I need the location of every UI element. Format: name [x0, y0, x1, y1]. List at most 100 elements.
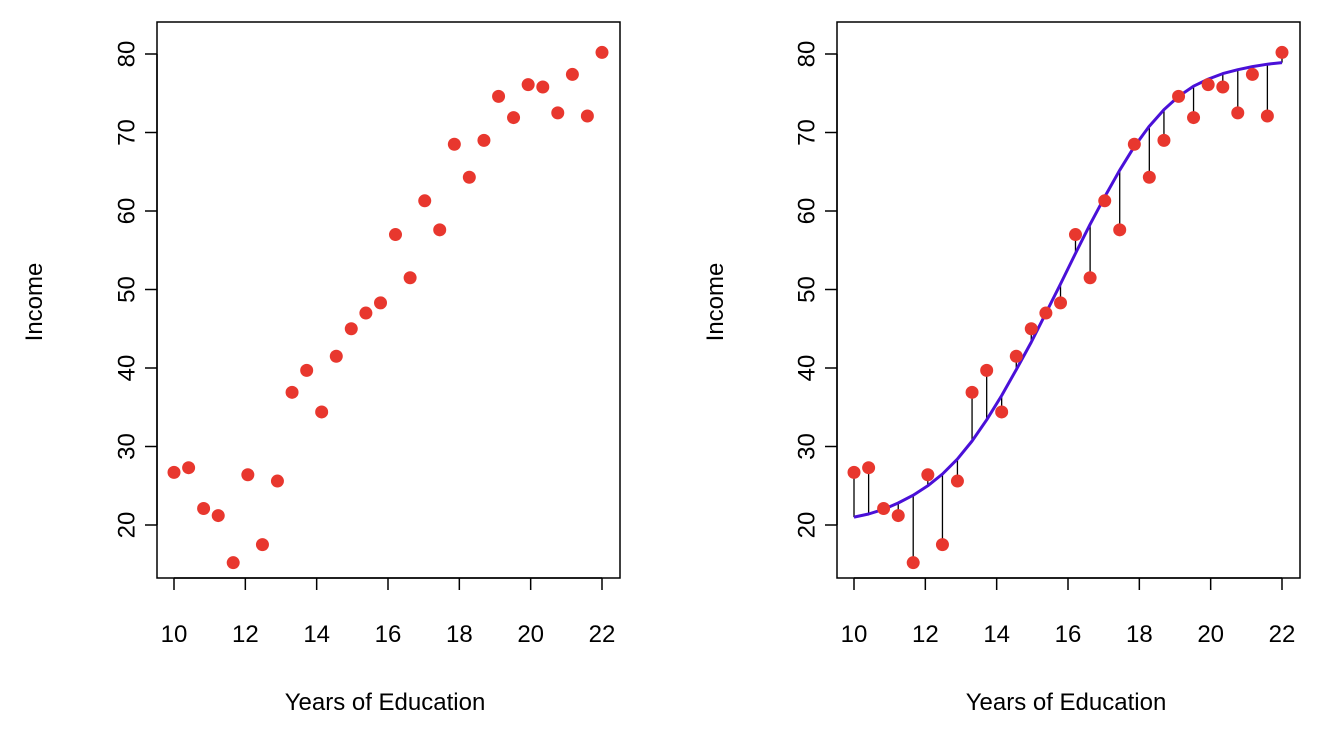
data-point — [197, 502, 211, 516]
fit-panel-right: 10 12 14 16 18 20 22 20 30 40 50 60 70 80 Years of E… — [702, 21, 1301, 716]
data-point — [965, 385, 979, 399]
data-point — [1216, 80, 1230, 94]
data-point — [1231, 106, 1245, 120]
data-point — [906, 556, 920, 570]
data-point — [255, 538, 269, 552]
fit-curve-group — [853, 61, 1283, 519]
data-point — [418, 194, 432, 208]
y-tick-label: 20 — [114, 512, 141, 539]
data-point — [1024, 322, 1038, 336]
y-tick-label: 40 — [794, 355, 821, 382]
y-tick-label: 50 — [794, 276, 821, 303]
residual-lines — [853, 52, 1283, 563]
x-axis: 10 12 14 16 18 20 22 — [841, 577, 1295, 648]
y-tick-label: 80 — [114, 41, 141, 68]
data-point — [995, 405, 1009, 419]
x-tick-label: 22 — [589, 621, 616, 648]
data-point — [182, 461, 196, 475]
x-tick-label: 12 — [232, 621, 259, 648]
data-point — [1172, 89, 1186, 103]
x-tick-label: 10 — [161, 621, 188, 648]
y-tick-label: 60 — [114, 198, 141, 225]
data-point — [595, 45, 609, 59]
data-point — [921, 468, 935, 482]
data-point — [447, 137, 461, 151]
data-marks — [167, 45, 609, 570]
data-point — [388, 228, 402, 242]
data-point — [1009, 349, 1023, 363]
data-point — [477, 133, 491, 147]
data-point — [565, 67, 579, 81]
data-point — [1260, 109, 1274, 123]
y-tick-label: 70 — [114, 119, 141, 146]
y-axis-title: Income — [702, 263, 729, 342]
x-tick-label: 18 — [1126, 621, 1153, 648]
y-axis: 20 30 40 50 60 70 80 — [114, 41, 158, 539]
data-point — [980, 363, 994, 377]
data-point — [300, 363, 314, 377]
y-tick-label: 70 — [794, 119, 821, 146]
plot-frame — [836, 21, 1301, 579]
x-tick-label: 20 — [517, 621, 544, 648]
data-point — [862, 461, 876, 475]
data-point — [1187, 111, 1201, 125]
data-point — [1039, 306, 1053, 320]
x-tick-label: 10 — [841, 621, 868, 648]
data-point — [241, 468, 255, 482]
y-tick-label: 60 — [794, 198, 821, 225]
data-point — [847, 465, 861, 479]
data-point — [433, 223, 447, 237]
data-point — [374, 296, 388, 310]
data-point — [403, 271, 417, 285]
plot-frame — [156, 21, 621, 579]
data-point — [270, 474, 284, 488]
data-marks — [847, 45, 1289, 570]
x-tick-label: 14 — [983, 621, 1010, 648]
x-axis-title: Years of Education — [285, 689, 486, 716]
data-point — [536, 80, 550, 94]
y-tick-label: 80 — [794, 41, 821, 68]
data-point — [1083, 271, 1097, 285]
data-point — [344, 322, 358, 336]
fit-curve — [853, 61, 1283, 519]
data-point — [950, 474, 964, 488]
x-tick-label: 20 — [1197, 621, 1224, 648]
data-point — [492, 89, 506, 103]
x-tick-label: 16 — [375, 621, 402, 648]
y-tick-label: 30 — [114, 433, 141, 460]
data-point — [521, 78, 535, 92]
data-point — [1127, 137, 1141, 151]
data-point — [580, 109, 594, 123]
data-point — [329, 349, 343, 363]
x-tick-label: 18 — [446, 621, 473, 648]
data-point — [1098, 194, 1112, 208]
y-axis-title: Income — [21, 263, 48, 342]
data-point — [551, 106, 565, 120]
data-point — [891, 509, 905, 523]
data-point — [1201, 78, 1215, 92]
data-point — [1275, 45, 1289, 59]
data-point — [1142, 170, 1156, 184]
data-point — [1245, 67, 1259, 81]
data-point — [1157, 133, 1171, 147]
data-point — [462, 170, 476, 184]
data-point — [1068, 228, 1082, 242]
x-tick-label: 14 — [303, 621, 330, 648]
data-point — [359, 306, 373, 320]
y-tick-label: 30 — [794, 433, 821, 460]
data-point — [1054, 296, 1068, 310]
data-point — [315, 405, 329, 419]
y-tick-label: 50 — [114, 276, 141, 303]
scatter-panel-left: 10 12 14 16 18 20 22 20 30 40 50 60 70 80 Years of E… — [21, 21, 621, 716]
data-point — [1113, 223, 1127, 237]
data-point — [226, 556, 240, 570]
data-point — [285, 385, 299, 399]
data-point — [935, 538, 949, 552]
data-point — [167, 465, 181, 479]
data-point — [211, 509, 225, 523]
y-tick-label: 40 — [114, 355, 141, 382]
y-tick-label: 20 — [794, 512, 821, 539]
x-tick-label: 16 — [1055, 621, 1082, 648]
y-axis: 20 30 40 50 60 70 80 — [794, 41, 838, 539]
